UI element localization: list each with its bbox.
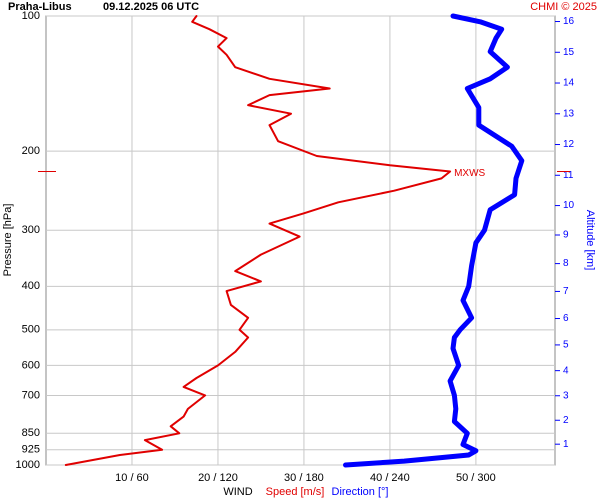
credit: CHMI © 2025 xyxy=(530,1,597,13)
y2-tick-label: 13 xyxy=(563,108,575,119)
y2-tick-label: 16 xyxy=(563,16,575,27)
y2-tick-label: 11 xyxy=(563,170,574,181)
y2-tick-label: 7 xyxy=(563,286,569,297)
x-tick-label: 40 / 240 xyxy=(370,472,410,484)
y-tick-label: 500 xyxy=(22,324,40,336)
y-tick-label: 700 xyxy=(22,389,40,401)
x-tick-label: 10 / 60 xyxy=(115,472,149,484)
y2-axis-label: Altitude [km] xyxy=(584,210,596,271)
legend-entry: Direction [°] xyxy=(332,486,389,498)
y2-tick-label: 9 xyxy=(563,230,569,241)
legend-entry: Speed [m/s] xyxy=(266,486,325,498)
y-axis-label: Pressure [hPa] xyxy=(2,204,14,277)
y-tick-label: 850 xyxy=(22,427,40,439)
y2-tick-label: 8 xyxy=(563,258,569,269)
series-line xyxy=(64,15,452,466)
y2-tick-label: 15 xyxy=(563,47,575,58)
y-tick-label: 925 xyxy=(22,444,40,456)
y-tick-label: 300 xyxy=(22,224,40,236)
y-tick-label: 400 xyxy=(22,280,40,292)
x-axis-label: WIND xyxy=(223,486,252,498)
x-tick-label: 20 / 120 xyxy=(198,472,238,484)
y2-tick-label: 5 xyxy=(563,340,569,351)
y-tick-label: 600 xyxy=(22,359,40,371)
y-tick-label: 1000 xyxy=(16,459,40,471)
y2-tick-label: 12 xyxy=(563,139,575,150)
y-tick-label: 100 xyxy=(22,10,40,22)
chart-title: Praha-Libus xyxy=(8,1,72,13)
y2-tick-label: 6 xyxy=(563,313,569,324)
y2-tick-label: 4 xyxy=(563,365,569,376)
y2-tick-label: 10 xyxy=(563,200,575,211)
series-line xyxy=(343,13,525,468)
y2-tick-label: 14 xyxy=(563,78,575,89)
annotation: MXWS xyxy=(454,168,485,179)
chart-subtitle: 09.12.2025 06 UTC xyxy=(103,1,199,13)
y2-tick-label: 1 xyxy=(563,439,569,450)
y-tick-label: 200 xyxy=(22,145,40,157)
y2-tick-label: 2 xyxy=(563,415,569,426)
x-tick-label: 30 / 180 xyxy=(284,472,324,484)
y2-tick-label: 3 xyxy=(563,390,569,401)
x-tick-label: 50 / 300 xyxy=(456,472,496,484)
